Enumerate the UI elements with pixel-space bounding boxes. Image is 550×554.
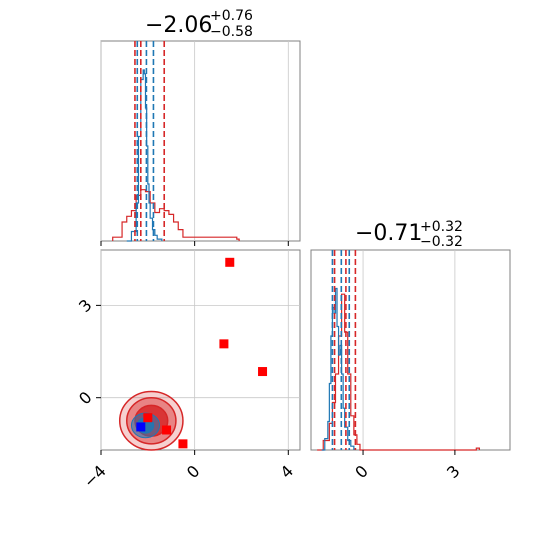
xtick-label-hist2: 3	[443, 461, 464, 482]
title-param2-plus: +0.32	[420, 219, 463, 235]
hist-param1-red	[112, 189, 240, 241]
hist-param2-blue	[321, 287, 355, 451]
title-param1-plus: +0.76	[210, 8, 253, 24]
title-param2-minus: −0.32	[420, 234, 463, 250]
title-param1-minus: −0.58	[210, 24, 253, 40]
xtick-label-joint: 4	[276, 461, 297, 482]
title-param1: −2.06	[145, 13, 212, 38]
title-param1-median: −2.06	[145, 13, 212, 38]
xtick-label-hist2: 0	[351, 461, 372, 482]
hist-param2-red	[317, 293, 480, 451]
red-marker	[225, 257, 235, 267]
xtick-label-joint: −4	[80, 461, 110, 491]
blue-marker	[136, 422, 146, 432]
red-marker	[178, 439, 188, 449]
red-marker	[258, 367, 268, 377]
title-param2-median: −0.71	[355, 221, 422, 246]
ytick-label-joint: 0	[75, 388, 96, 409]
red-marker	[219, 339, 229, 349]
xtick-label-joint: 0	[183, 461, 204, 482]
red-marker	[162, 425, 172, 435]
ytick-label-joint: 3	[75, 295, 96, 316]
red-marker	[143, 413, 153, 423]
title-param2: −0.71	[355, 221, 422, 246]
